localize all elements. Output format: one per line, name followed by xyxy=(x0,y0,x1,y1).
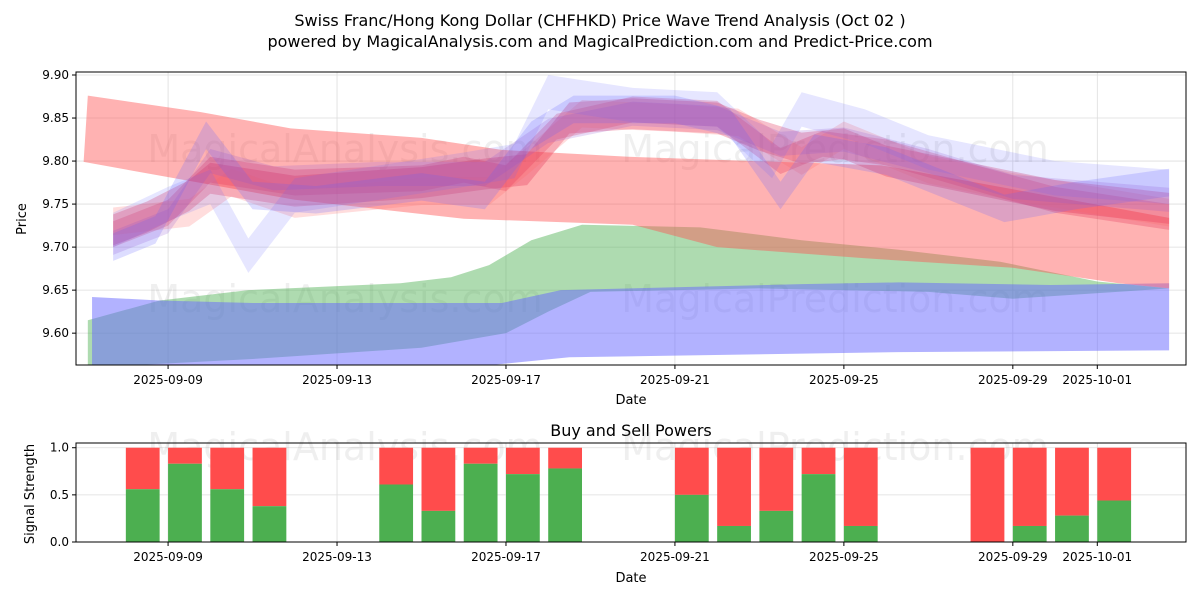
wave-band xyxy=(113,96,1170,248)
buy-bar xyxy=(125,489,160,542)
y-tick-label: 1.0 xyxy=(50,441,69,455)
sell-bar xyxy=(168,447,202,464)
buy-bar xyxy=(548,468,583,542)
chart-title: Swiss Franc/Hong Kong Dollar (CHFHKD) Pr… xyxy=(294,11,905,30)
buy-bar xyxy=(252,506,287,542)
y-tick-label: 9.85 xyxy=(42,111,69,125)
sell-bar xyxy=(252,447,287,507)
y-tick-label: 9.70 xyxy=(42,240,69,254)
wave-band xyxy=(113,99,1170,236)
x-tick-label: 2025-09-29 xyxy=(978,373,1048,387)
sell-bar xyxy=(1097,447,1132,501)
buy-bar xyxy=(801,474,836,542)
buy-bar xyxy=(674,494,709,542)
sell-bar xyxy=(1055,447,1089,516)
x-tick-label: 2025-10-01 xyxy=(1062,550,1132,564)
buy-bar xyxy=(843,525,878,542)
x-tick-label: 2025-09-13 xyxy=(302,373,372,387)
x-tick-label: 2025-10-01 xyxy=(1062,373,1132,387)
sell-bar xyxy=(759,447,794,511)
sell-bar xyxy=(801,447,836,475)
watermark: MagicalAnalysis.com xyxy=(147,127,542,171)
x-tick-label: 2025-09-09 xyxy=(133,550,203,564)
sell-bar xyxy=(421,447,456,511)
x-tick-label: 2025-09-21 xyxy=(640,550,710,564)
x-tick-label: 2025-09-17 xyxy=(471,550,541,564)
buy-bar xyxy=(421,510,456,542)
sell-bar xyxy=(717,447,751,526)
x-tick-label: 2025-09-25 xyxy=(809,373,879,387)
sell-bar xyxy=(125,447,160,490)
sell-bar xyxy=(463,447,498,464)
sell-bar xyxy=(379,447,414,485)
signal-plot: MagicalAnalysis.com MagicalPrediction.com… xyxy=(50,425,1187,564)
buy-bar xyxy=(379,484,414,542)
sell-bar xyxy=(505,447,540,475)
wave-band xyxy=(113,95,1170,261)
main-y-label: Price xyxy=(15,203,30,235)
x-tick-label: 2025-09-13 xyxy=(302,550,372,564)
y-tick-label: 9.65 xyxy=(42,283,69,297)
watermark: MagicalPrediction.com xyxy=(621,127,1049,171)
x-tick-label: 2025-09-17 xyxy=(471,373,541,387)
buy-bar xyxy=(505,474,540,542)
x-tick-label: 2025-09-09 xyxy=(133,373,203,387)
main-x-label: Date xyxy=(615,393,646,408)
buy-bar xyxy=(463,463,498,542)
y-tick-label: 9.90 xyxy=(42,68,69,82)
sell-bar xyxy=(843,447,878,526)
y-tick-label: 9.60 xyxy=(42,326,69,340)
buy-bar xyxy=(1097,500,1132,542)
sell-bar xyxy=(970,447,1005,542)
chart-subtitle: powered by MagicalAnalysis.com and Magic… xyxy=(267,32,932,51)
sell-bar xyxy=(210,447,245,490)
bottom-y-label: Signal Strength xyxy=(23,444,38,544)
buy-bar xyxy=(210,489,245,542)
y-tick-label: 0.5 xyxy=(50,488,69,502)
y-tick-label: 9.75 xyxy=(42,197,69,211)
sell-bar xyxy=(1012,447,1047,526)
x-tick-label: 2025-09-25 xyxy=(809,550,879,564)
sell-bar xyxy=(548,447,583,469)
y-tick-label: 0.0 xyxy=(50,535,69,549)
buy-bar xyxy=(1012,525,1047,542)
wave-band xyxy=(113,75,1170,273)
buy-bar xyxy=(759,510,794,542)
sell-bar xyxy=(674,447,709,495)
price-plot: MagicalAnalysis.com MagicalPrediction.com… xyxy=(42,68,1187,387)
blue-band xyxy=(92,282,1170,365)
x-tick-label: 2025-09-29 xyxy=(978,550,1048,564)
x-tick-label: 2025-09-21 xyxy=(640,373,710,387)
plot-frame xyxy=(75,71,1187,366)
bottom-x-label: Date xyxy=(615,571,646,586)
y-tick-label: 9.80 xyxy=(42,154,69,168)
wave-band xyxy=(113,101,1170,255)
plot-frame xyxy=(75,442,1187,543)
red-band xyxy=(83,95,1170,289)
bottom-chart-title: Buy and Sell Powers xyxy=(550,421,712,440)
buy-bar xyxy=(1055,515,1089,542)
buy-bar xyxy=(168,463,202,542)
wave-band xyxy=(113,98,1170,246)
plot-area: MagicalAnalysis.com MagicalPrediction.com… xyxy=(83,75,1170,365)
buy-bar xyxy=(717,525,751,542)
